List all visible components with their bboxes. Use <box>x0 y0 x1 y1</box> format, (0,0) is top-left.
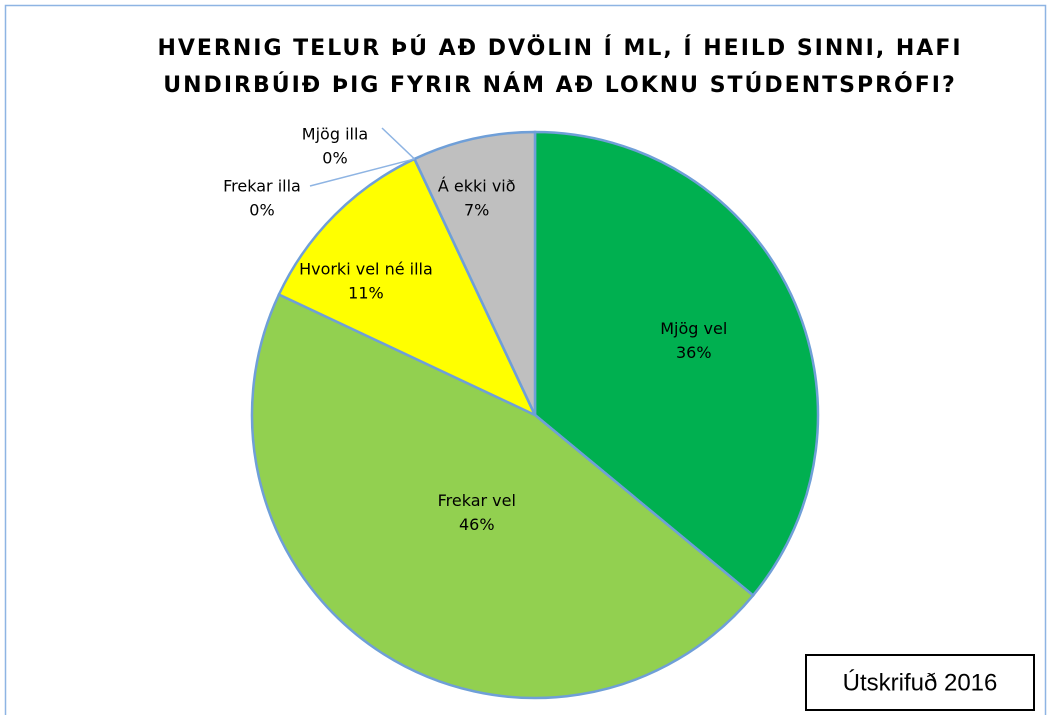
slice-label: Mjög vel <box>660 319 727 338</box>
chart-title: UNDIRBÚIÐ ÞIG FYRIR NÁM AÐ LOKNU STÚDENT… <box>163 72 956 98</box>
slice-label: Frekar vel <box>438 491 516 510</box>
slice-value-label: 7% <box>464 200 489 219</box>
pie-slice <box>277 157 538 418</box>
pie-slice <box>250 292 755 700</box>
slice-label: Mjög illa <box>302 125 368 144</box>
labels: Mjög vel 36% Frekar vel 46% Hvorki vel né il… <box>223 125 727 535</box>
leader-line <box>381 127 416 160</box>
annotation: Útskrifuð 2016 <box>843 669 998 696</box>
pie-slice <box>412 130 537 416</box>
chart-title: HVERNIG TELUR ÞÚ AÐ DVÖLIN Í ML, Í HEILD… <box>157 35 962 61</box>
annotation-box <box>805 654 1035 711</box>
pie <box>250 130 820 700</box>
pie-slice <box>533 130 820 598</box>
slice-value-label: 0% <box>249 201 274 220</box>
slice-label: Á ekki við <box>438 176 516 195</box>
slice-value-label: 36% <box>676 343 712 362</box>
slice-value-label: 11% <box>348 283 384 302</box>
slice-value-label: 46% <box>459 515 495 534</box>
slice-label: Frekar illa <box>223 177 301 196</box>
leader-line <box>309 158 415 187</box>
slice-value-label: 0% <box>322 149 347 168</box>
slice-label: Hvorki vel né illa <box>299 259 433 278</box>
